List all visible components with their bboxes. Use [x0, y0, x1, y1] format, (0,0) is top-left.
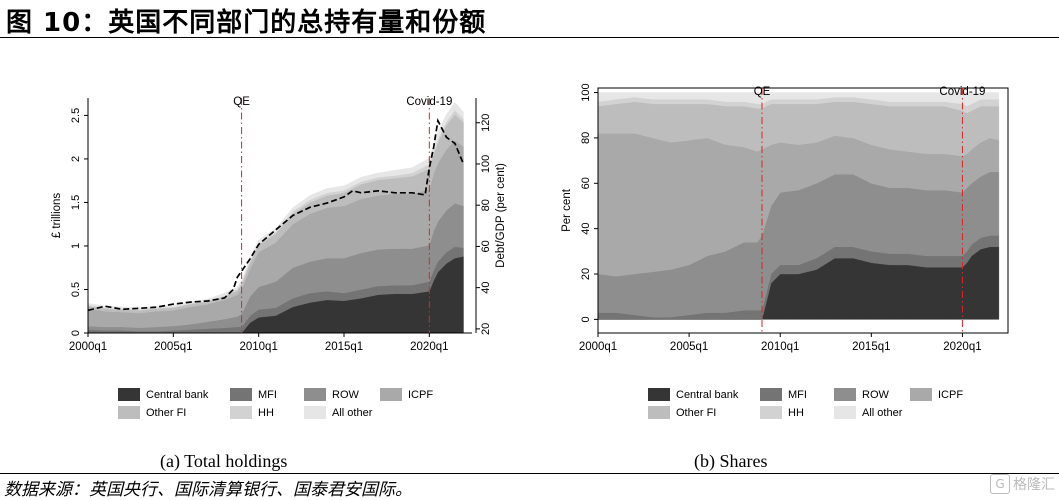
legend-label: Other FI	[676, 406, 717, 419]
legend-total-holdings: Central bank MFI ROW ICPF Other FI HH All othe…	[118, 388, 478, 424]
area-all-other	[597, 92, 1000, 107]
legend-swatch	[834, 406, 856, 419]
y-tick-label: 1	[70, 243, 82, 249]
caption-total-holdings: (a) Total holdings	[160, 451, 288, 471]
legend-item-mfi: MFI	[230, 388, 277, 401]
y2-tick-label: 20	[480, 323, 492, 335]
debt-gdp-line	[87, 118, 465, 312]
legend-label: Other FI	[146, 406, 187, 419]
legend-label: HH	[258, 406, 274, 419]
y-tick-label: 1.5	[70, 195, 82, 210]
chart-shares: 0 20 40 60 80 100 2000q1 2005q1 2010q1 2015q1 2020…	[561, 83, 1009, 353]
y-tick-label: 2	[70, 156, 82, 162]
legend-item-row: ROW	[834, 388, 889, 401]
legend-label: ICPF	[938, 388, 964, 401]
legend-swatch	[648, 406, 670, 419]
legend-swatch	[380, 388, 402, 401]
legend-item-central-bank: Central bank	[648, 388, 738, 401]
event-label-qe: QE	[233, 96, 250, 108]
legend-item-row: ROW	[304, 388, 359, 401]
legend-swatch	[304, 406, 326, 419]
watermark-logo-icon: G	[990, 474, 1010, 494]
y2-tick-label: 100	[480, 155, 492, 173]
legend-label: ROW	[862, 388, 889, 401]
legend-swatch	[118, 406, 140, 419]
y-tick-label: 100	[580, 83, 592, 101]
y2-axis-title: Debt/GDP (per cent)	[495, 163, 507, 268]
source-rule	[0, 473, 1059, 474]
event-label-covid-19: Covid-19	[406, 96, 452, 108]
y-tick-label: 20	[580, 268, 592, 280]
title-rule	[0, 37, 1059, 38]
watermark: G 格隆汇	[990, 474, 1055, 494]
x-tick-label: 2015q1	[852, 341, 890, 353]
event-label-qe: QE	[754, 86, 771, 98]
x-tick-label: 2015q1	[325, 341, 363, 353]
y-tick-label: 0	[70, 330, 82, 336]
x-tick-label: 2020q1	[410, 341, 448, 353]
legend-swatch	[760, 388, 782, 401]
legend-label: MFI	[258, 388, 277, 401]
legend-swatch	[760, 406, 782, 419]
x-tick-label: 2005q1	[670, 341, 708, 353]
legend-swatch	[304, 388, 326, 401]
source-note: 数据来源：英国央行、国际清算银行、国泰君安国际。	[4, 480, 412, 500]
legend-swatch	[834, 388, 856, 401]
legend-label: HH	[788, 406, 804, 419]
figure-title: 图 10：英国不同部门的总持有量和份额	[6, 8, 487, 38]
legend-shares: Central bank MFI ROW ICPF Other FI HH All othe…	[648, 388, 1008, 424]
watermark-text: 格隆汇	[1013, 477, 1055, 493]
legend-item-hh: HH	[230, 406, 274, 419]
y-axis-title: Per cent	[561, 188, 573, 232]
legend-item-icpf: ICPF	[380, 388, 433, 401]
legend-item-icpf: ICPF	[910, 388, 963, 401]
x-tick-label: 2000q1	[579, 341, 617, 353]
legend-swatch	[910, 388, 932, 401]
x-tick-label: 2010q1	[239, 341, 277, 353]
y-tick-label: 0	[580, 316, 592, 322]
legend-swatch	[230, 388, 252, 401]
x-tick-label: 2010q1	[761, 341, 799, 353]
event-label-covid-19: Covid-19	[939, 86, 985, 98]
legend-label: ROW	[332, 388, 359, 401]
y-tick-label: 2.5	[70, 108, 82, 123]
legend-label: ICPF	[408, 388, 434, 401]
x-tick-label: 2020q1	[943, 341, 981, 353]
legend-label: All other	[332, 406, 373, 419]
legend-item-central-bank: Central bank	[118, 388, 208, 401]
x-tick-label: 2005q1	[154, 341, 192, 353]
y2-tick-label: 60	[480, 240, 492, 252]
legend-label: Central bank	[146, 388, 209, 401]
legend-swatch	[230, 406, 252, 419]
legend-item-all-other: All other	[834, 406, 902, 419]
y-tick-label: 40	[580, 223, 592, 235]
legend-label: All other	[862, 406, 903, 419]
legend-item-other-fi: Other FI	[648, 406, 716, 419]
y-tick-label: 80	[580, 132, 592, 144]
x-tick-label: 2000q1	[69, 341, 107, 353]
legend-swatch	[648, 388, 670, 401]
legend-swatch	[118, 388, 140, 401]
legend-item-all-other: All other	[304, 406, 372, 419]
y2-tick-label: 80	[480, 199, 492, 211]
legend-label: Central bank	[676, 388, 739, 401]
caption-shares: (b) Shares	[694, 451, 768, 471]
y-tick-label: 0.5	[70, 282, 82, 297]
y-axis-title: £ trillions	[51, 193, 63, 239]
y-tick-label: 60	[580, 177, 592, 189]
legend-label: MFI	[788, 388, 807, 401]
y2-tick-label: 120	[480, 114, 492, 132]
y2-tick-label: 40	[480, 282, 492, 294]
legend-item-hh: HH	[760, 406, 804, 419]
legend-item-other-fi: Other FI	[118, 406, 186, 419]
legend-item-mfi: MFI	[760, 388, 807, 401]
